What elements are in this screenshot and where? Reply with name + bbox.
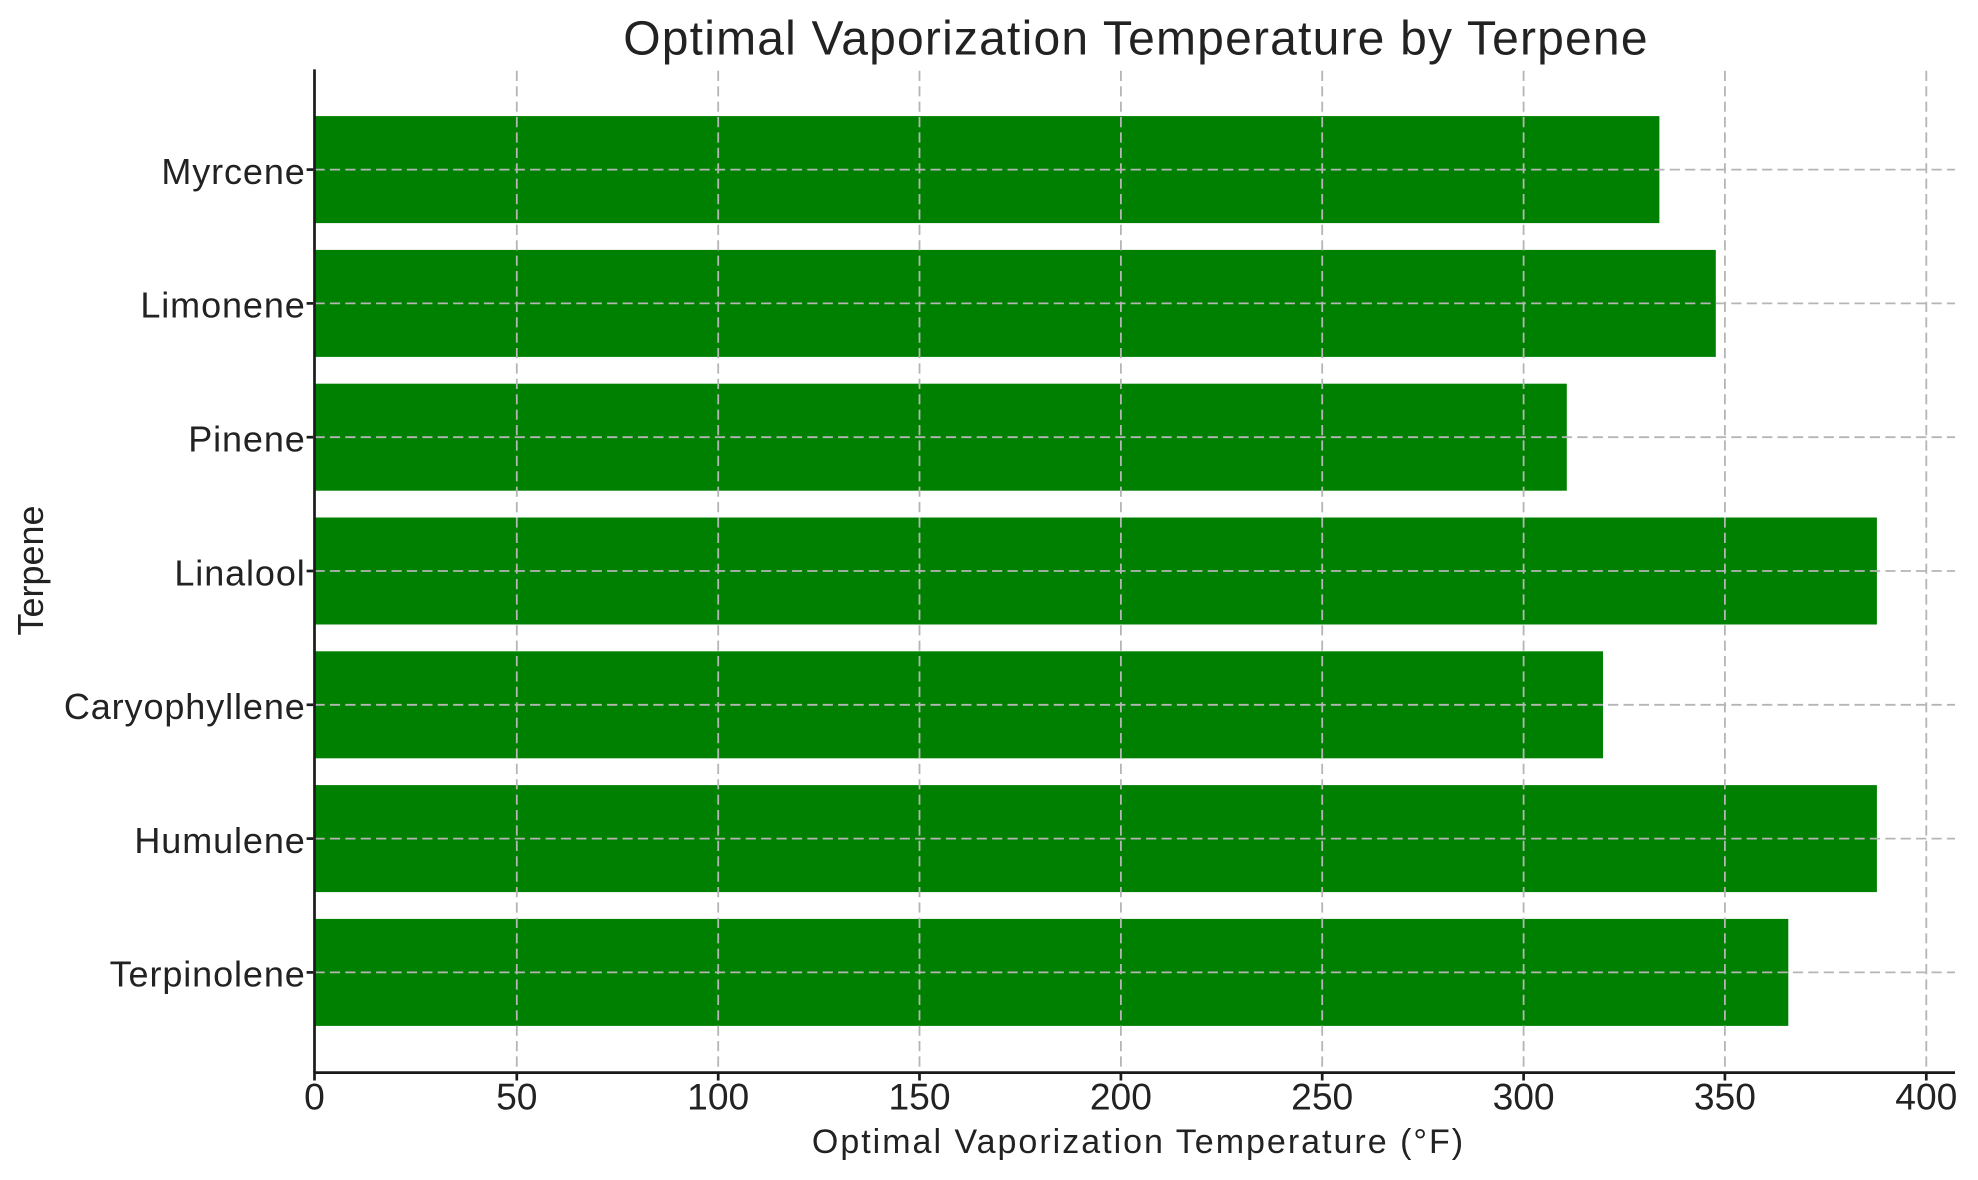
svg-text:Pinene: Pinene <box>188 419 306 460</box>
svg-text:0: 0 <box>304 1076 325 1118</box>
svg-text:150: 150 <box>888 1076 950 1118</box>
svg-text:Caryophyllene: Caryophyllene <box>64 686 306 727</box>
svg-text:Myrcene: Myrcene <box>161 151 305 192</box>
svg-text:300: 300 <box>1493 1076 1555 1118</box>
svg-text:Optimal Vaporization Temperatu: Optimal Vaporization Temperature (°F) <box>812 1123 1465 1161</box>
svg-text:Limonene: Limonene <box>140 285 305 326</box>
svg-text:Linalool: Linalool <box>174 552 305 593</box>
svg-text:200: 200 <box>1090 1076 1152 1118</box>
svg-text:350: 350 <box>1694 1076 1756 1118</box>
svg-text:Terpene: Terpene <box>10 505 51 635</box>
svg-text:400: 400 <box>1895 1076 1957 1118</box>
svg-text:100: 100 <box>687 1076 749 1118</box>
svg-text:250: 250 <box>1291 1076 1353 1118</box>
svg-text:50: 50 <box>496 1076 537 1118</box>
svg-text:Optimal Vaporization Temperatu: Optimal Vaporization Temperature by Terp… <box>623 13 1648 66</box>
svg-text:Terpinolene: Terpinolene <box>110 954 306 995</box>
svg-text:Humulene: Humulene <box>134 820 305 861</box>
